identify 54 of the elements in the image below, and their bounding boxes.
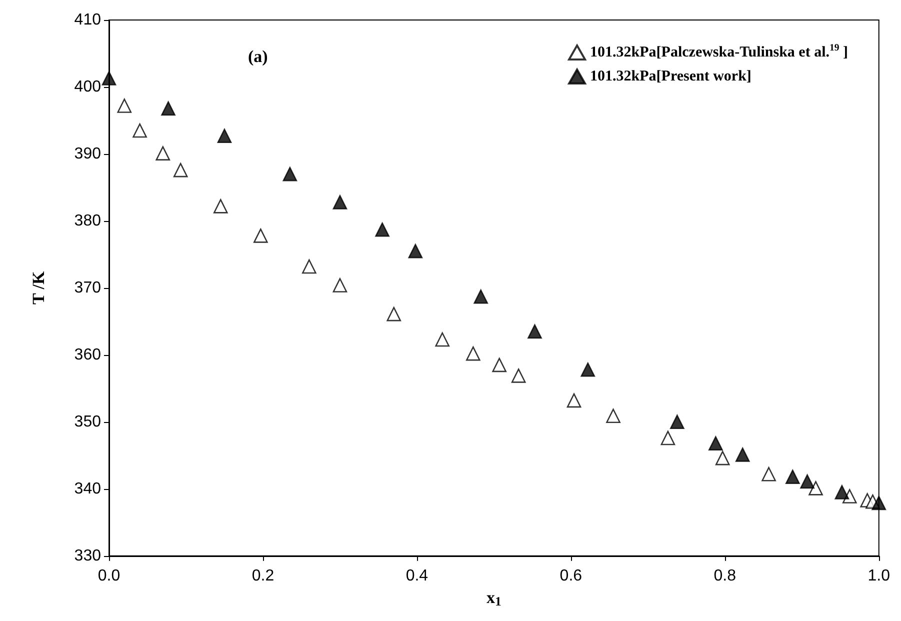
point <box>708 436 723 450</box>
point <box>800 474 814 489</box>
point <box>660 430 676 446</box>
point <box>386 306 402 322</box>
point <box>302 259 316 274</box>
point <box>254 228 268 243</box>
point <box>375 222 390 237</box>
point <box>213 199 228 214</box>
point <box>474 289 488 304</box>
point <box>808 481 823 496</box>
y-tick-label: 400 <box>74 78 102 96</box>
annotation: (a) <box>248 47 268 66</box>
y-tick-label: 380 <box>74 212 102 230</box>
y-tick-label: 360 <box>74 346 102 364</box>
y-tick-label: 330 <box>74 547 102 564</box>
point <box>156 146 170 160</box>
point <box>282 166 298 182</box>
point <box>132 123 147 138</box>
point <box>872 496 886 510</box>
y-tick-label: 340 <box>74 480 102 498</box>
point <box>834 485 850 500</box>
legend-label: 101.32kPa[Present work] <box>590 68 752 84</box>
x-tick-label: 0.6 <box>560 567 582 584</box>
point <box>102 71 116 86</box>
point <box>715 450 730 466</box>
point <box>786 470 800 484</box>
point <box>332 195 348 210</box>
y-tick-label: 370 <box>74 279 102 296</box>
point <box>670 414 684 430</box>
point <box>511 368 526 383</box>
point <box>580 362 596 377</box>
x-tick-label: 0.4 <box>406 567 428 584</box>
point <box>435 332 450 347</box>
point <box>606 408 620 424</box>
x-tick-label: 0.0 <box>98 567 120 584</box>
y-tick-label: 390 <box>74 145 102 162</box>
point <box>161 101 176 116</box>
point <box>735 448 750 462</box>
point <box>217 128 232 144</box>
y-tick-label: 350 <box>74 413 102 430</box>
point <box>332 278 348 292</box>
point <box>466 346 480 361</box>
x-tick-label: 0.8 <box>714 567 736 584</box>
point <box>762 466 776 482</box>
point <box>566 393 582 408</box>
point <box>492 358 506 372</box>
y-axis-title: T /K <box>29 270 48 305</box>
x-tick-label: 0.2 <box>252 567 274 584</box>
y-tick-label: 410 <box>74 12 102 28</box>
point <box>117 98 132 113</box>
point <box>408 244 423 258</box>
point <box>528 324 542 339</box>
point <box>173 162 188 178</box>
x-tick-label: 1.0 <box>868 567 890 584</box>
